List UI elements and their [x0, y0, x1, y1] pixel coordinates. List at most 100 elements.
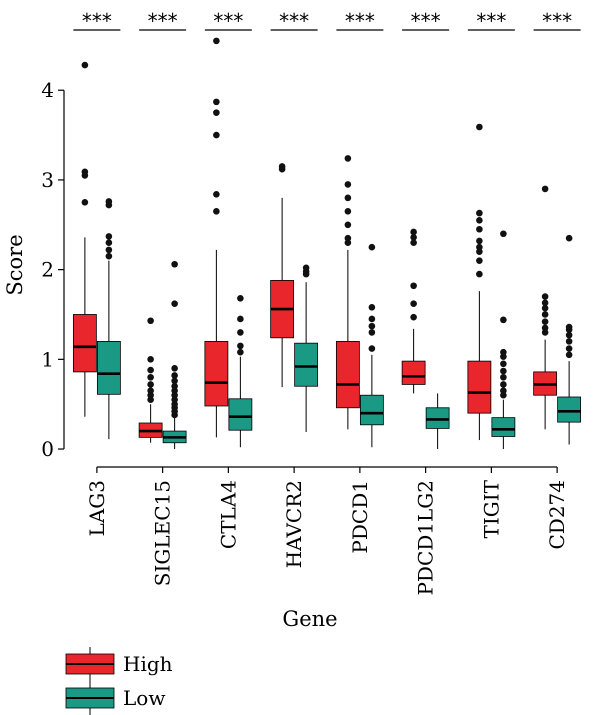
x-tick-label-pdcd1lg2: PDCD1LG2	[414, 480, 438, 596]
outlier-point	[410, 234, 417, 241]
x-tick-label-cd274: CD274	[545, 480, 569, 550]
outlier-point	[213, 98, 220, 106]
y-tick-label: 2	[41, 258, 54, 282]
y-axis-title: Score	[3, 234, 27, 295]
box-body	[72, 314, 97, 373]
box-body	[228, 398, 253, 431]
outlier-point	[500, 230, 507, 238]
outlier-point	[476, 225, 483, 233]
box-siglec15-low	[162, 260, 187, 450]
outlier-point	[410, 239, 417, 247]
outlier-point	[81, 168, 89, 176]
outlier-point	[213, 208, 220, 215]
outlier-point	[410, 313, 417, 321]
outlier-point	[410, 300, 417, 308]
outlier-point	[105, 198, 113, 205]
outlier-point	[213, 190, 220, 198]
x-tick-label-siglec15: SIGLEC15	[151, 480, 175, 586]
outlier-point	[500, 387, 507, 395]
box-pdcd1lg2-high	[401, 228, 426, 394]
significance-label: ***	[213, 9, 243, 33]
outlier-point	[500, 360, 507, 368]
y-tick-label: 1	[41, 347, 54, 371]
box-lag3-low	[96, 198, 121, 440]
legend-label: High	[123, 652, 173, 676]
outlier-point	[476, 123, 483, 131]
legend-entry-low: Low	[65, 681, 165, 715]
outlier-point	[237, 295, 244, 302]
outlier-point	[368, 303, 376, 311]
outlier-point	[476, 243, 483, 251]
y-tick-label: 3	[41, 168, 54, 192]
box-tigit-high	[467, 123, 492, 441]
outlier-point	[500, 316, 507, 324]
outlier-point	[476, 270, 483, 278]
outlier-point	[476, 209, 483, 217]
outlier-point	[410, 228, 417, 236]
outlier-point	[171, 260, 178, 268]
outlier-point	[237, 329, 244, 336]
outlier-point	[213, 109, 220, 116]
box-body	[204, 340, 229, 407]
plot-area: 0 1 2 3 4 LAG3 *** SIGLEC15 *** CTLA4 *** HAVCR2 ***…	[41, 9, 582, 596]
outlier-point	[541, 185, 549, 193]
significance-label: ***	[82, 9, 112, 33]
outlier-point	[565, 234, 573, 242]
x-axis-title: Gene	[282, 607, 337, 631]
y-tick-label: 0	[41, 437, 54, 461]
box-body	[359, 394, 384, 426]
outlier-point	[147, 317, 154, 325]
outlier-point	[302, 264, 310, 272]
outlier-point	[541, 324, 549, 332]
outlier-point	[105, 252, 113, 260]
outlier-point	[500, 348, 507, 356]
outlier-point	[105, 233, 113, 240]
outlier-point	[105, 246, 113, 254]
box-body	[401, 360, 426, 385]
outlier-point	[368, 322, 376, 330]
outlier-point	[344, 208, 352, 215]
outlier-point	[368, 315, 376, 323]
x-tick-label-havcr2: HAVCR2	[282, 480, 306, 568]
outlier-point	[344, 181, 352, 188]
outlier-point	[500, 381, 507, 388]
outlier-point	[476, 216, 483, 224]
box-body	[467, 360, 492, 414]
outlier-point	[147, 373, 154, 381]
box-lag3-high	[72, 61, 97, 417]
outlier-point	[171, 300, 178, 308]
outlier-point	[368, 345, 376, 352]
outlier-point	[565, 331, 573, 339]
outlier-point	[368, 329, 376, 336]
significance-label: ***	[476, 9, 506, 33]
outlier-point	[81, 61, 89, 69]
significance-label: ***	[411, 9, 441, 33]
box-cd274-low	[557, 234, 582, 445]
box-body	[491, 417, 516, 437]
outlier-point	[105, 239, 113, 247]
outlier-point	[541, 311, 549, 318]
outlier-point	[171, 377, 178, 385]
significance-label: ***	[148, 9, 178, 33]
box-tigit-low	[491, 230, 516, 450]
outlier-point	[565, 351, 573, 359]
x-tick-label-tigit: TIGIT	[479, 479, 503, 538]
outlier-point	[171, 372, 178, 379]
outlier-point	[541, 293, 549, 300]
outlier-point	[500, 367, 507, 375]
outlier-point	[237, 315, 244, 323]
outlier-point	[476, 257, 483, 264]
outlier-point	[410, 282, 417, 290]
outlier-point	[81, 199, 89, 206]
outlier-point	[344, 155, 352, 162]
outlier-point	[565, 323, 573, 331]
outlier-point	[278, 163, 286, 170]
outlier-point	[147, 381, 154, 388]
outlier-point	[147, 387, 154, 395]
outlier-point	[237, 342, 244, 350]
significance-label: ***	[279, 9, 309, 33]
outlier-point	[171, 364, 178, 372]
significance-label: ***	[542, 9, 572, 33]
x-tick-label-lag3: LAG3	[85, 480, 109, 536]
